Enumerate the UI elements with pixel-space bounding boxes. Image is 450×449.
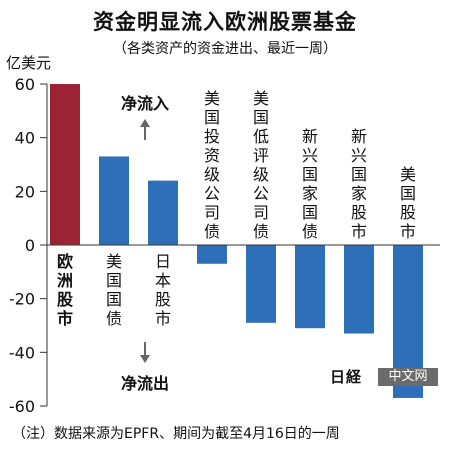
category-label-5: 新兴国家国债 [302,127,318,241]
bar-3 [197,245,227,264]
y-tick-label: 40 [15,129,35,148]
bar-0 [50,84,80,245]
chart-subtitle: （各类资产的资金进出、最近一周） [113,41,337,57]
bar-2 [148,180,178,245]
category-label-4: 美国低评级公司债 [253,89,269,241]
outflow-label: 净流出 [121,374,169,393]
y-tick-label: -40 [9,343,35,362]
bar-chart: 亿美元 60 40 20 0 -20 -40 -60 欧洲股市 美国国债 日本股市 美国投资级公司… [6,54,440,416]
category-label-7: 美国股市 [400,165,416,241]
y-tick-label: 20 [15,182,35,201]
category-label-0: 欧洲股市 [57,252,74,328]
bar-6 [344,245,374,334]
bar-1 [99,156,129,245]
down-arrow-icon [140,342,150,363]
y-tick-label: 60 [15,75,35,94]
up-arrow-icon [140,119,150,140]
bar-4 [246,245,276,323]
category-label-3: 美国投资级公司债 [204,89,220,241]
y-tick-label: -60 [9,397,35,416]
y-tick-label: 0 [25,236,35,255]
nikkei-watermark: 日経 中文网 [330,366,440,388]
y-tick-label: -20 [9,290,35,309]
bar-5 [295,245,325,329]
source-note: （注）数据来源为EPFR、期间为截至4月16日的一周 [12,426,340,442]
chinese-tag: 中文网 [378,368,438,386]
category-label-6: 新兴国家股市 [351,127,367,241]
category-label-2: 日本股市 [155,252,171,328]
y-axis-label: 亿美元 [6,54,51,72]
chart-title: 资金明显流入欧洲股票基金 [93,10,357,34]
category-label-1: 美国国债 [106,252,122,328]
nikkei-logo: 日経 [330,368,363,386]
inflow-label: 净流入 [121,94,169,113]
